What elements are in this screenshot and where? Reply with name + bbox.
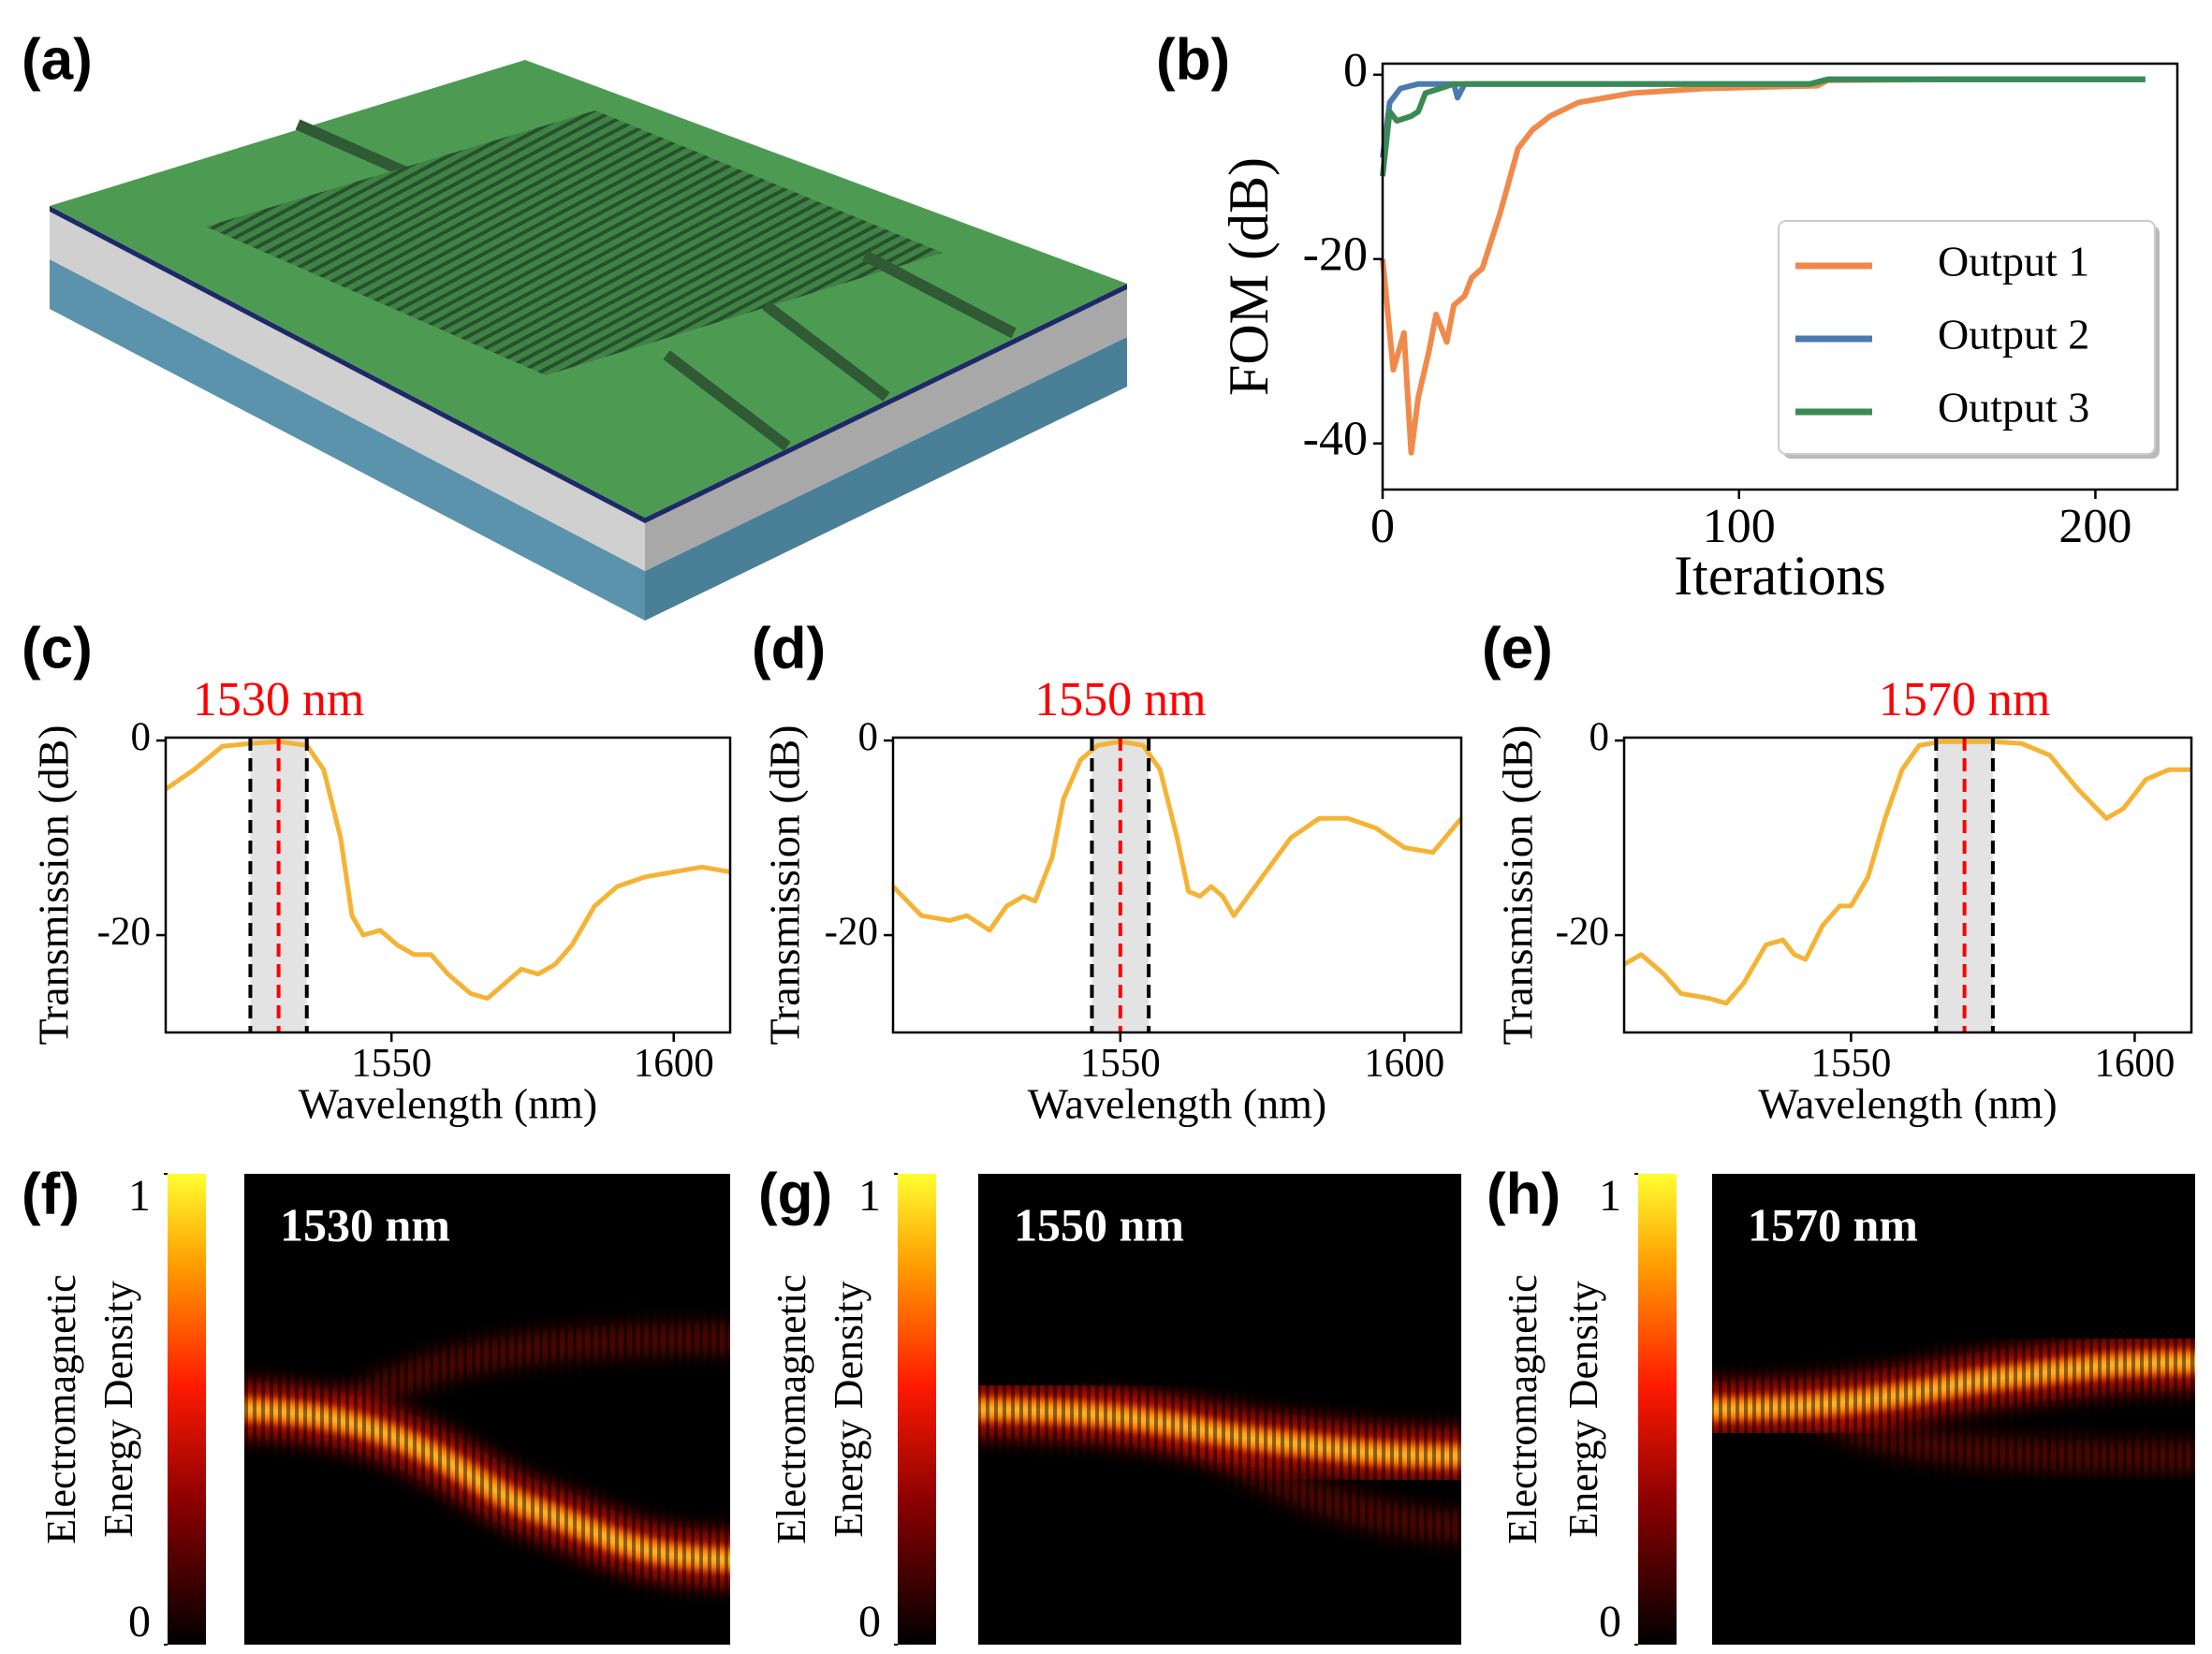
chart-title: 1530 nm [193, 673, 364, 726]
y-tick-label: 0 [131, 715, 152, 759]
wavelength-annotation: 1530 nm [280, 1198, 450, 1251]
y-tick-label: 0 [1589, 715, 1610, 759]
x-axis-label: Iterations [1674, 545, 1886, 607]
axes-frame [1622, 736, 2193, 1034]
output-waveguide [862, 250, 1017, 339]
wavelength-annotation: 1550 nm [1014, 1198, 1184, 1251]
x-tick-label: 200 [2058, 500, 2131, 553]
x-tick-label: 1600 [634, 1041, 714, 1085]
data-line [1380, 76, 2146, 177]
y-axis-label: FOM (dB) [1218, 157, 1280, 396]
y-tick-label: -40 [1303, 413, 1368, 466]
output-waveguide [663, 350, 791, 451]
panel-label: (d) [752, 616, 826, 681]
x-axis-label: Wavelength (nm) [299, 1080, 597, 1128]
chart-title: 1550 nm [1034, 673, 1206, 726]
x-tick-label: 1550 [1080, 1041, 1161, 1085]
y-tick-label: -20 [97, 910, 151, 954]
y-tick-label: -20 [825, 910, 878, 954]
panel-label: (h) [1487, 1162, 1560, 1226]
colorbar-tick-label: 1 [1599, 1171, 1621, 1221]
colorbar-tick-label: 1 [128, 1171, 151, 1221]
x-tick-label: 1600 [1364, 1041, 1444, 1085]
substrate-left [50, 259, 645, 621]
device-render [50, 60, 1127, 621]
x-tick-label: 0 [1370, 500, 1395, 553]
panel-label: (e) [1482, 616, 1553, 681]
interference-fringes [978, 1174, 1461, 1645]
legend-frame [1778, 220, 2156, 455]
y-axis-label: Transmission (dB) [1494, 725, 1542, 1045]
field-map [978, 1174, 1461, 1645]
legend-label: Output 1 [1938, 238, 2089, 285]
legend-label: Output 3 [1938, 384, 2089, 432]
axes-frame [1381, 62, 2179, 491]
data-line [164, 739, 731, 1002]
y-axis-label: Transmission (dB) [761, 725, 809, 1045]
colorbar-tick-label: 1 [858, 1171, 881, 1221]
oxide-left [50, 212, 645, 571]
colorbar-label: Energy Density [1560, 1281, 1606, 1537]
oxide-right [645, 289, 1127, 571]
interference-fringes [244, 1174, 730, 1645]
design-pattern [206, 110, 943, 375]
colorbar-label: Energy Density [95, 1281, 141, 1537]
panel-label: (c) [22, 616, 93, 681]
colorbar-tick-label: 0 [858, 1597, 881, 1647]
x-axis-label: Wavelength (nm) [1758, 1080, 2057, 1128]
y-axis-label: Transmission (dB) [30, 725, 78, 1045]
y-tick-label: -20 [1303, 228, 1368, 282]
panel-label: (f) [22, 1162, 80, 1226]
panel-label: (a) [22, 27, 93, 92]
colorbar-tick-label: 0 [128, 1597, 151, 1647]
x-tick-label: 1600 [2094, 1041, 2175, 1085]
colorbar [168, 1174, 206, 1645]
x-tick-label: 100 [1703, 500, 1776, 553]
x-axis-label: Wavelength (nm) [1028, 1080, 1326, 1128]
data-line [891, 739, 1463, 933]
substrate-right [645, 337, 1127, 621]
colorbar-label: Energy Density [826, 1281, 872, 1537]
panel-label: (b) [1156, 27, 1230, 92]
field-map [1712, 1174, 2195, 1645]
wavelength-annotation: 1570 nm [1748, 1198, 1918, 1251]
field-map [244, 1174, 730, 1645]
x-tick-label: 1550 [1810, 1041, 1891, 1085]
y-tick-label: -20 [1556, 910, 1609, 954]
output-waveguide [762, 300, 890, 402]
colorbar-label: Electromagnetic [38, 1274, 84, 1544]
chart-title: 1570 nm [1879, 673, 2050, 726]
panel-label: (g) [758, 1162, 832, 1226]
colorbar-tick-label: 0 [1599, 1597, 1621, 1647]
x-tick-label: 1550 [351, 1041, 432, 1085]
axes-frame [891, 736, 1463, 1034]
data-line [1380, 76, 2146, 158]
colorbar [898, 1174, 936, 1645]
colorbar [1638, 1174, 1677, 1645]
data-line [1622, 739, 2191, 1006]
interference-fringes [1712, 1174, 2195, 1645]
y-tick-label: 0 [858, 715, 879, 759]
axes-frame [164, 736, 732, 1034]
colorbar-label: Electromagnetic [769, 1274, 814, 1544]
y-tick-label: 0 [1343, 44, 1368, 97]
colorbar-label: Electromagnetic [1500, 1274, 1545, 1544]
legend-label: Output 2 [1938, 311, 2089, 359]
